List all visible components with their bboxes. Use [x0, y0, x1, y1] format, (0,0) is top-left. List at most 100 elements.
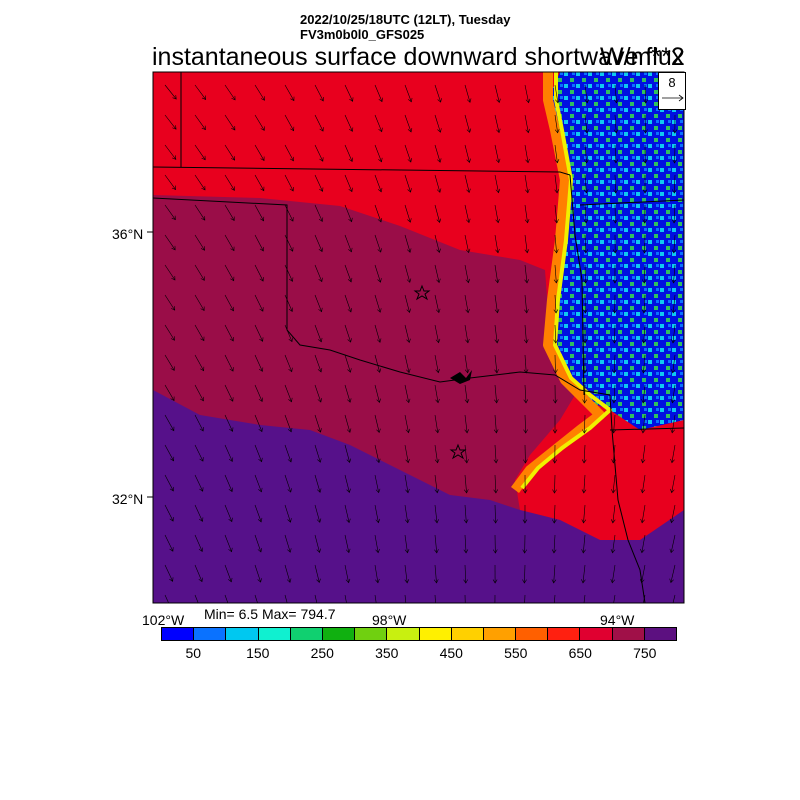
- wind-vector: [224, 324, 234, 342]
- colorbar-swatch: [322, 628, 356, 640]
- wind-vector-head: [289, 217, 294, 222]
- wind-vector-head: [433, 579, 439, 584]
- wind-vector: [464, 234, 470, 253]
- wind-vector-head: [348, 157, 353, 163]
- wind-vector-head: [492, 549, 498, 554]
- wind-vector: [524, 414, 527, 433]
- wind-vector-head: [319, 157, 324, 162]
- wind-vector: [434, 204, 440, 223]
- wind-vector: [404, 294, 410, 313]
- wind-vector-head: [611, 369, 617, 374]
- wind-vector: [194, 294, 205, 311]
- wind-vector-head: [551, 579, 557, 584]
- wind-vector: [404, 324, 410, 343]
- wind-vector-head: [642, 189, 648, 194]
- wind-vector-head: [169, 547, 174, 552]
- wind-vector-head: [318, 307, 323, 313]
- wind-vector: [642, 444, 646, 463]
- wind-vector: [164, 474, 174, 492]
- wind-vector: [374, 564, 379, 583]
- wind-vector: [404, 114, 412, 133]
- wind-vector: [614, 84, 617, 103]
- wind-vector-head: [201, 155, 206, 161]
- wind-vector: [224, 144, 235, 161]
- wind-vector: [464, 504, 467, 523]
- wind-vector-head: [375, 548, 380, 554]
- wind-vector-head: [551, 549, 557, 554]
- wind-vector: [284, 204, 294, 222]
- wind-vector-head: [582, 399, 587, 404]
- wind-vector-head: [434, 609, 438, 613]
- wind-vector-head: [228, 517, 233, 523]
- wind-vector-head: [522, 549, 528, 554]
- wind-vector: [314, 534, 320, 553]
- wind-vector-head: [672, 159, 677, 164]
- wind-vector: [612, 504, 616, 523]
- colorbar-swatch: [290, 628, 323, 640]
- wind-vector: [554, 354, 556, 374]
- wind-vector-head: [378, 97, 383, 103]
- wind-vector: [374, 444, 380, 463]
- wind-vector: [284, 144, 294, 162]
- wind-vector: [314, 594, 318, 603]
- wind-vector-head: [317, 428, 322, 433]
- wind-vector-head: [228, 577, 233, 583]
- wind-vector-head: [199, 396, 204, 402]
- wind-vector: [194, 474, 204, 492]
- wind-vector: [314, 114, 324, 132]
- wind-vector-head: [525, 188, 530, 194]
- wind-vector: [374, 204, 382, 223]
- wind-vector-head: [554, 189, 560, 194]
- wind-vector: [404, 84, 412, 102]
- lon-label-102w: 102°W: [142, 612, 185, 628]
- wind-vector-head: [642, 159, 648, 164]
- wind-vector-head: [523, 339, 529, 344]
- wind-vector: [524, 354, 527, 373]
- wind-vector: [524, 264, 528, 283]
- wind-vector: [284, 414, 292, 432]
- wind-vector: [464, 144, 470, 163]
- colorbar-swatch: [612, 628, 645, 640]
- state-borders: [153, 72, 684, 603]
- wind-vector: [374, 114, 383, 132]
- wind-vector-head: [348, 127, 354, 132]
- wind-vector-head: [554, 128, 560, 134]
- wind-vector: [494, 474, 497, 493]
- wind-vector: [464, 414, 468, 433]
- wind-vector-head: [669, 578, 674, 584]
- wind-vector: [464, 534, 467, 553]
- wind-vector: [344, 294, 352, 313]
- wind-vector-head: [198, 547, 204, 553]
- wind-vector-head: [582, 429, 587, 434]
- wind-vector: [374, 84, 383, 102]
- wind-vector-head: [613, 129, 619, 134]
- wind-vector-head: [170, 396, 175, 402]
- wind-vector-head: [494, 309, 500, 314]
- wind-vector-head: [553, 279, 559, 284]
- wind-vector-head: [170, 366, 175, 371]
- wind-vector: [612, 474, 616, 493]
- wind-vector: [614, 114, 617, 133]
- wind-vector-head: [406, 368, 411, 374]
- wind-vector: [164, 204, 176, 220]
- field-yellow-edge: [520, 72, 612, 490]
- wind-vector-head: [436, 248, 441, 254]
- wind-vector-head: [317, 458, 322, 463]
- wind-vector: [524, 294, 528, 313]
- wind-vector-head: [464, 429, 470, 434]
- reference-arrow-icon: [662, 94, 684, 102]
- wind-vector-head: [671, 309, 676, 314]
- wind-vector-head: [640, 488, 646, 494]
- wind-vector-head: [581, 459, 587, 464]
- wind-vector-head: [466, 98, 472, 103]
- colorbar-tick-label: 650: [568, 645, 592, 661]
- wind-vector: [672, 384, 676, 403]
- wind-vector-head: [493, 610, 497, 613]
- wind-vector-head: [642, 219, 648, 224]
- wind-vector: [464, 264, 469, 283]
- wind-vector: [314, 324, 322, 342]
- wind-vector-head: [348, 247, 353, 253]
- wind-vector-head: [669, 518, 675, 524]
- wind-vector: [464, 594, 466, 603]
- wind-vector: [554, 144, 558, 163]
